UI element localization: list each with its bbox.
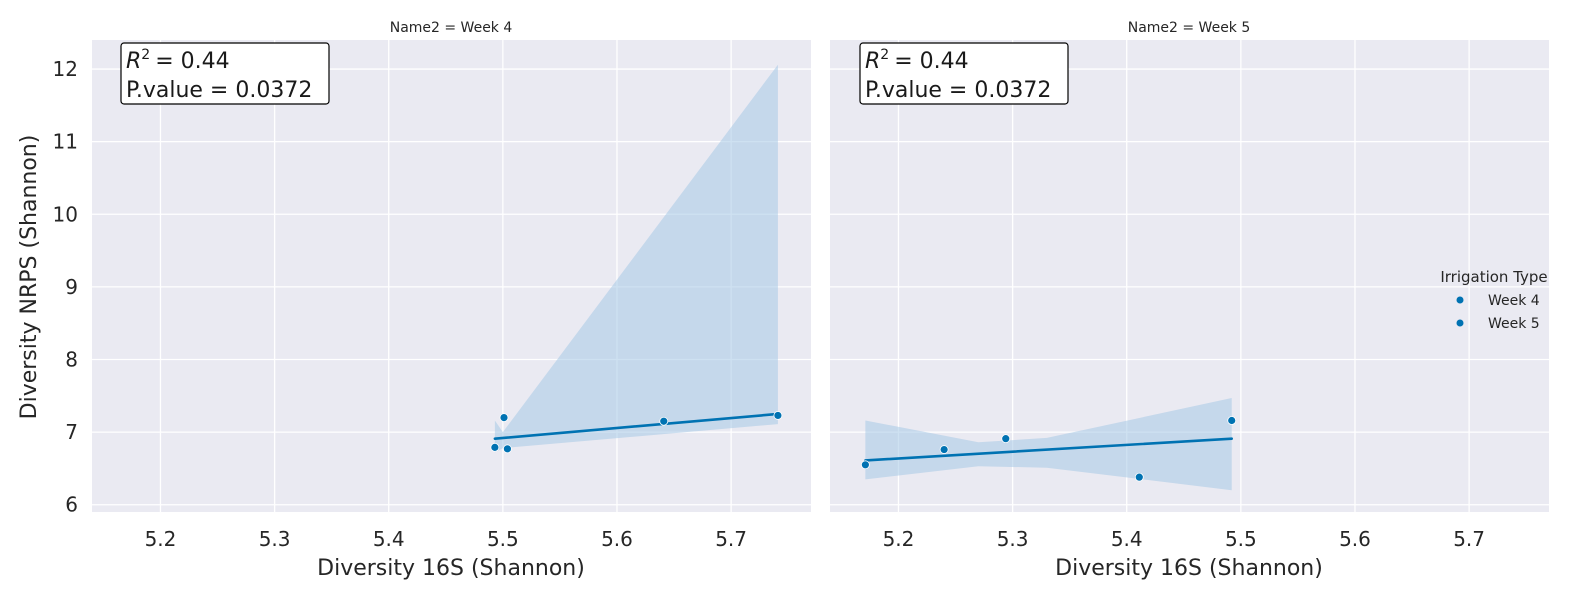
- y-tick-labels: 6 7 8 9 10 11 12: [53, 57, 78, 517]
- y-tick-label: 6: [65, 493, 78, 517]
- x-tick-label: 5.6: [1339, 527, 1371, 551]
- x-tick-label: 5.5: [1225, 527, 1257, 551]
- facet-week5: Name2 = Week 5 5.2 5.3 5.4 5.5 5.6 5.7 Divers…: [830, 20, 1549, 581]
- confidence-band-area: [865, 397, 1232, 491]
- y-tick-label: 8: [65, 348, 78, 372]
- y-axis-label: Diversity NRPS (Shannon): [17, 135, 42, 420]
- x-tick-label: 5.7: [1453, 527, 1485, 551]
- x-tick-label: 5.3: [259, 527, 291, 551]
- grid-lines: [830, 40, 1549, 512]
- legend-entry-week-4: Week 4: [1456, 293, 1540, 309]
- legend-title: Irrigation Type: [1440, 268, 1547, 286]
- svg-text:R2= 0.44: R2 = 0.44: [865, 47, 969, 74]
- r2-label: R: [126, 49, 141, 74]
- x-tick-label: 5.4: [373, 527, 405, 551]
- data-point: [499, 413, 509, 423]
- y-tick-label: 10: [53, 202, 78, 226]
- regression-line: [493, 412, 780, 440]
- legend-label: Week 5: [1488, 316, 1540, 332]
- regression-line: [864, 437, 1234, 462]
- stats-box: R2 = 0.44 P.value = 0.0372: [859, 42, 1069, 105]
- data-point: [1227, 416, 1237, 425]
- data-point: [490, 442, 500, 452]
- regression-line-path: [864, 437, 1234, 462]
- confidence-band-area: [494, 64, 778, 453]
- x-tick-label: 5.2: [145, 527, 177, 551]
- r2-label: R: [865, 49, 880, 74]
- data-point: [860, 460, 870, 470]
- regression-line-path: [493, 412, 780, 440]
- x-tick-label: 5.2: [883, 527, 915, 551]
- data-points: [490, 411, 783, 454]
- legend-entry-week-5: Week 5: [1456, 316, 1540, 332]
- data-point: [503, 444, 512, 454]
- x-axis-label: Diversity 16S (Shannon): [317, 556, 585, 581]
- r2-value: = 0.44: [894, 49, 968, 74]
- legend-marker: [1456, 319, 1464, 327]
- r2-value: = 0.44: [155, 49, 229, 74]
- x-tick-labels: 5.2 5.3 5.4 5.5 5.6 5.7: [145, 527, 747, 551]
- confidence-band: [865, 397, 1232, 491]
- confidence-band: [494, 64, 778, 453]
- x-tick-label: 5.4: [1111, 527, 1143, 551]
- x-tick-label: 5.6: [601, 527, 633, 551]
- svg-text:R2= 0.44: R2 = 0.44: [126, 47, 230, 74]
- legend-marker: [1456, 296, 1464, 304]
- data-points: [860, 416, 1237, 482]
- facet-week4: Name2 = Week 4 5.2 5.3 5.4 5.5 5.6 5.7 6 7 8 9 10…: [17, 20, 811, 581]
- stats-box: R2 = 0.44 P.value = 0.0372: [120, 42, 330, 105]
- legend-label: Week 4: [1488, 293, 1540, 309]
- data-point: [773, 411, 783, 420]
- x-tick-label: 5.3: [997, 527, 1029, 551]
- y-tick-label: 7: [65, 420, 78, 444]
- r2-superscript: 2: [880, 47, 889, 63]
- pvalue-text: P.value = 0.0372: [865, 78, 1051, 103]
- pvalue-text: P.value = 0.0372: [126, 78, 312, 103]
- legend: Irrigation Type Week 4 Week 5: [1440, 268, 1547, 332]
- y-tick-label: 9: [65, 275, 78, 299]
- data-point: [659, 416, 669, 426]
- x-tick-label: 5.7: [715, 527, 747, 551]
- y-tick-label: 12: [53, 57, 78, 81]
- x-tick-labels: 5.2 5.3 5.4 5.5 5.6 5.7: [883, 527, 1485, 551]
- facet-title: Name2 = Week 5: [1128, 20, 1251, 36]
- data-point: [939, 445, 949, 454]
- y-tick-label: 11: [53, 130, 78, 154]
- facet-title: Name2 = Week 4: [390, 20, 513, 36]
- data-point: [1001, 434, 1011, 444]
- data-point: [1134, 472, 1144, 482]
- r2-superscript: 2: [141, 47, 150, 63]
- x-axis-label: Diversity 16S (Shannon): [1055, 556, 1323, 581]
- x-tick-label: 5.5: [487, 527, 519, 551]
